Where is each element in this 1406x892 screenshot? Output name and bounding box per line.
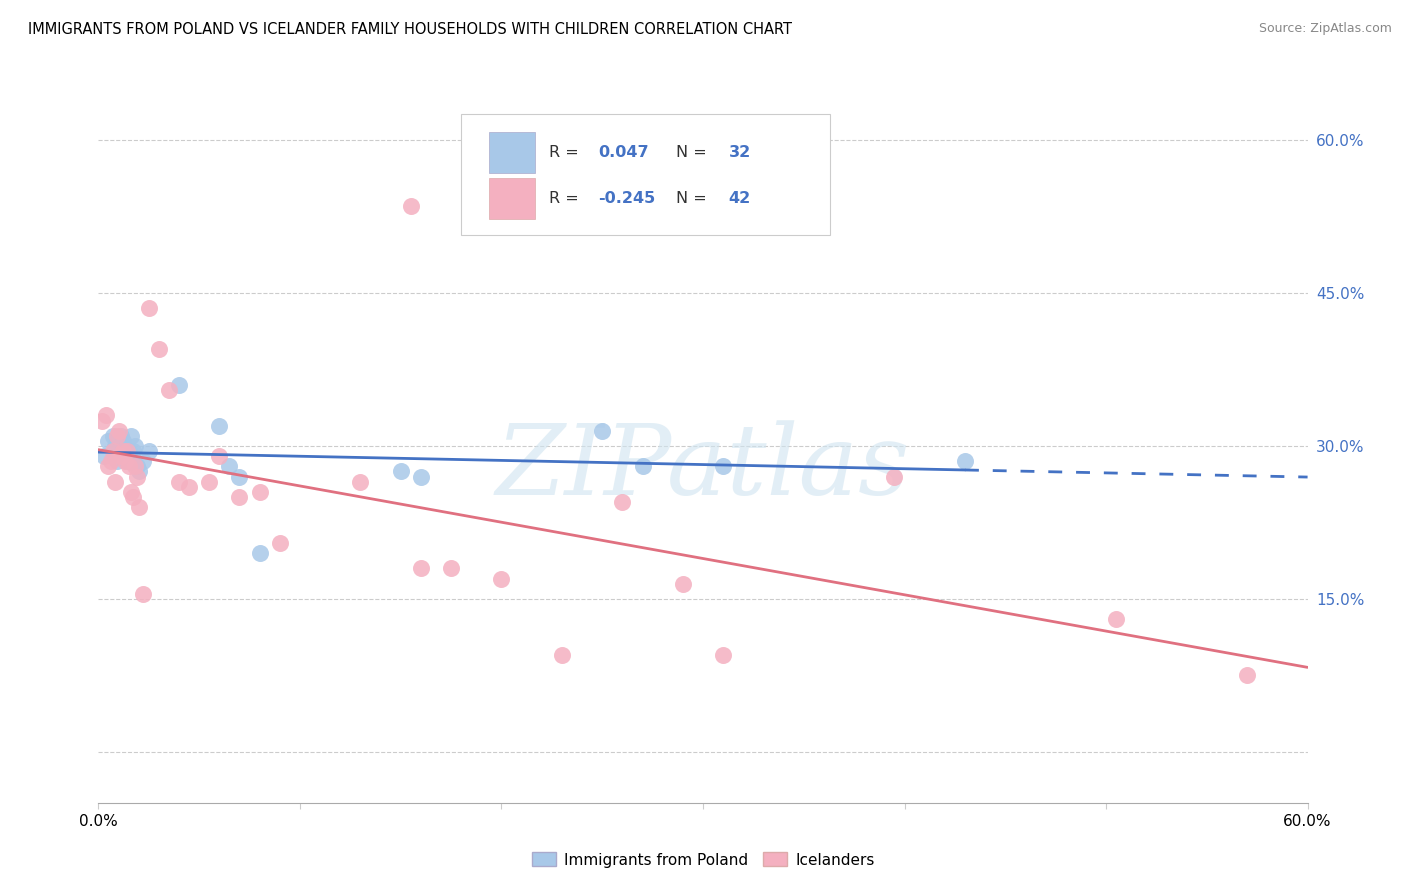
Point — [114, 449, 136, 463]
Text: IMMIGRANTS FROM POLAND VS ICELANDER FAMILY HOUSEHOLDS WITH CHILDREN CORRELATION : IMMIGRANTS FROM POLAND VS ICELANDER FAMI… — [28, 22, 792, 37]
Point — [105, 454, 128, 468]
Point — [167, 377, 190, 392]
Point — [409, 561, 432, 575]
Text: N =: N = — [676, 145, 713, 161]
Text: R =: R = — [550, 191, 585, 206]
Point — [672, 576, 695, 591]
Point — [148, 342, 170, 356]
Point — [97, 459, 120, 474]
Text: Source: ZipAtlas.com: Source: ZipAtlas.com — [1258, 22, 1392, 36]
Point — [349, 475, 371, 489]
Point — [218, 459, 240, 474]
Point — [953, 454, 976, 468]
Point — [118, 459, 141, 474]
Point — [120, 484, 142, 499]
FancyBboxPatch shape — [489, 178, 534, 219]
Text: R =: R = — [550, 145, 585, 161]
Point — [249, 546, 271, 560]
Text: -0.245: -0.245 — [598, 191, 655, 206]
Point — [208, 418, 231, 433]
Point — [115, 454, 138, 468]
Point — [179, 480, 201, 494]
Point — [101, 429, 124, 443]
Point — [1105, 612, 1128, 626]
Point — [1236, 668, 1258, 682]
Point — [167, 475, 190, 489]
Point — [269, 536, 291, 550]
Point — [110, 449, 132, 463]
Point — [389, 465, 412, 479]
Text: N =: N = — [676, 191, 713, 206]
Point — [138, 301, 160, 316]
FancyBboxPatch shape — [461, 114, 830, 235]
Point — [198, 475, 221, 489]
Point — [399, 199, 422, 213]
Point — [440, 561, 463, 575]
Point — [883, 469, 905, 483]
Point — [121, 490, 143, 504]
Point — [115, 444, 138, 458]
Point — [124, 439, 146, 453]
Point — [103, 439, 125, 453]
Point — [711, 459, 734, 474]
Point — [101, 444, 124, 458]
Point — [105, 429, 128, 443]
Point — [103, 475, 125, 489]
Point — [138, 444, 160, 458]
Point — [551, 648, 574, 662]
Point — [132, 454, 155, 468]
Point — [208, 449, 231, 463]
Point — [128, 500, 150, 515]
Point — [111, 444, 134, 458]
Point — [91, 413, 114, 427]
Point — [128, 465, 150, 479]
Text: 32: 32 — [728, 145, 751, 161]
Point — [612, 495, 634, 509]
Point — [118, 444, 141, 458]
Point — [711, 648, 734, 662]
Point — [631, 459, 654, 474]
Point — [228, 469, 250, 483]
Legend: Immigrants from Poland, Icelanders: Immigrants from Poland, Icelanders — [526, 847, 880, 873]
Text: 0.047: 0.047 — [598, 145, 648, 161]
Point — [125, 469, 148, 483]
Point — [107, 444, 129, 458]
Point — [93, 449, 115, 463]
Point — [96, 409, 118, 423]
Point — [409, 469, 432, 483]
Point — [121, 444, 143, 458]
Point — [125, 459, 148, 474]
Text: 42: 42 — [728, 191, 751, 206]
Point — [111, 434, 134, 448]
Point — [120, 429, 142, 443]
Point — [100, 454, 122, 468]
Point — [107, 424, 129, 438]
Point — [110, 429, 132, 443]
FancyBboxPatch shape — [489, 132, 534, 173]
Point — [132, 587, 155, 601]
Point — [157, 383, 180, 397]
Point — [124, 459, 146, 474]
Point — [591, 424, 613, 438]
Point — [228, 490, 250, 504]
Point — [97, 434, 120, 448]
Text: ZIPatlas: ZIPatlas — [496, 420, 910, 515]
Point — [491, 572, 513, 586]
Point — [249, 484, 271, 499]
Point — [114, 454, 136, 468]
